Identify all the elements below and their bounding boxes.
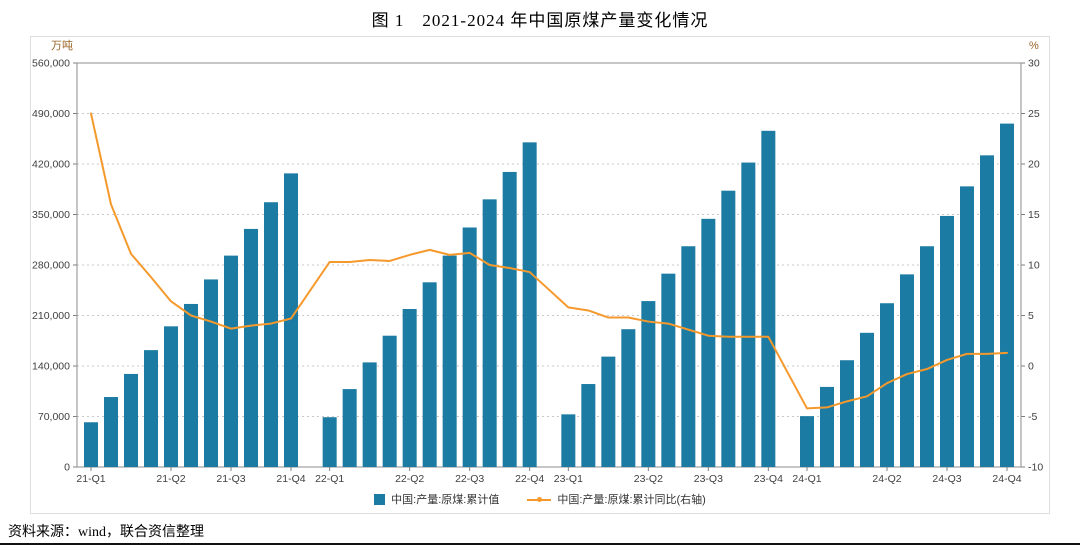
left-axis-tick-label: 350,000: [32, 209, 70, 221]
left-axis-tick-label: 140,000: [32, 361, 70, 373]
x-axis-tick-label: 24-Q4: [992, 473, 1021, 485]
bar: [502, 171, 517, 467]
bar: [900, 274, 914, 467]
right-axis-tick-label: 30: [1028, 58, 1040, 70]
x-axis-tick-label: 21-Q3: [216, 473, 245, 485]
trend-line: [90, 112, 1008, 410]
bar: [840, 360, 854, 467]
line-series-label: 中国:产量:原煤:累计同比(右轴): [557, 494, 706, 506]
source-note: 资料来源：wind，联合资信整理: [8, 525, 204, 540]
legend-item-bar-series: 中国:产量:原煤:累计值: [374, 491, 499, 507]
x-axis-tick-label: 22-Q2: [395, 473, 424, 485]
x-axis-tick-label: 22-Q1: [315, 473, 344, 485]
right-axis-tick-label: -10: [1028, 462, 1043, 474]
x-axis-tick-label: 21-Q1: [76, 473, 105, 485]
bottom-divider: [0, 543, 1080, 545]
bar: [1000, 123, 1014, 467]
x-axis-tick-label: 24-Q1: [792, 473, 821, 485]
bar: [264, 202, 278, 467]
bar: [561, 414, 576, 467]
bar: [184, 303, 198, 467]
bar: [800, 416, 814, 467]
bar: [522, 142, 537, 467]
bar: [641, 301, 656, 467]
bar: [820, 386, 834, 467]
bar: [204, 279, 218, 467]
left-axis-tick-label: 420,000: [32, 159, 70, 171]
bar: [124, 373, 138, 467]
bar: [402, 309, 417, 467]
x-axis-tick-label: 21-Q2: [156, 473, 185, 485]
bar: [164, 326, 178, 467]
x-axis-tick-label: 23-Q1: [554, 473, 583, 485]
coal-production-chart: 0 -10 70,000 -5 140,000 0 210,000 5 280,000 10 350…: [30, 36, 1050, 514]
bar: [860, 332, 874, 467]
right-axis-tick-label: 10: [1028, 260, 1040, 272]
bar: [701, 218, 716, 467]
x-axis-tick-label: 23-Q4: [754, 473, 783, 485]
x-axis-tick-label: 23-Q3: [694, 473, 723, 485]
bar: [661, 273, 676, 467]
bar: [681, 246, 696, 467]
bar: [940, 215, 954, 467]
bar: [382, 335, 397, 467]
right-axis-tick-label: 15: [1028, 209, 1040, 221]
bar: [960, 186, 974, 467]
x-axis-tick-label: 24-Q2: [872, 473, 901, 485]
left-axis-tick-label: 490,000: [32, 108, 70, 120]
bar: [920, 246, 934, 467]
x-axis-tick-label: 21-Q4: [276, 473, 305, 485]
bar: [322, 417, 337, 467]
right-axis-tick-label: -5: [1028, 411, 1037, 423]
x-axis-tick-label: 24-Q3: [932, 473, 961, 485]
line-swatch-marker: [537, 496, 543, 502]
bar: [880, 303, 894, 467]
left-axis-tick-label: 70,000: [38, 411, 70, 423]
right-axis-tick-label: 5: [1028, 310, 1034, 322]
bar: [104, 397, 118, 467]
bar: [362, 362, 377, 467]
chart-legend: 中国:产量:原煤:累计值 中国:产量:原煤:累计同比(右轴): [31, 491, 1049, 507]
right-axis-tick-label: 25: [1028, 108, 1040, 120]
x-axis-tick-label: 23-Q2: [634, 473, 663, 485]
x-axis-tick-label: 22-Q4: [515, 473, 544, 485]
line-series-swatch: [527, 495, 552, 504]
x-axis-tick-label: 22-Q3: [455, 473, 484, 485]
legend-item-line-series: 中国:产量:原煤:累计同比(右轴): [527, 491, 706, 507]
left-axis-tick-label: 210,000: [32, 310, 70, 322]
bar: [144, 350, 158, 467]
right-axis-tick-label: 20: [1028, 159, 1040, 171]
bar: [621, 329, 636, 467]
bar-series-label: 中国:产量:原煤:累计值: [391, 494, 500, 506]
bar: [224, 255, 238, 467]
bar: [721, 190, 736, 467]
bar: [761, 130, 776, 468]
figure-title: 图 1 2021-2024 年中国原煤产量变化情况: [371, 11, 709, 30]
bar: [284, 173, 298, 467]
bar: [482, 199, 497, 467]
bar: [581, 384, 596, 467]
bar: [244, 228, 258, 467]
bar: [342, 389, 357, 467]
chart-canvas: 0 -10 70,000 -5 140,000 0 210,000 5 280,000 10 350…: [32, 39, 1043, 485]
left-axis-tick-label: 0: [64, 462, 70, 474]
bar: [442, 255, 457, 467]
left-axis-tick-label: 280,000: [32, 260, 70, 272]
bar: [84, 422, 98, 467]
bar-series-swatch: [374, 493, 386, 505]
bar: [462, 227, 477, 467]
right-axis-tick-label: 0: [1028, 361, 1034, 373]
bar: [422, 282, 437, 467]
bar: [980, 155, 994, 467]
bar: [741, 162, 756, 468]
left-axis-unit: 万吨: [51, 39, 73, 52]
plot-border: [76, 62, 1022, 468]
bar: [601, 356, 616, 467]
left-axis-tick-label: 560,000: [32, 58, 70, 70]
right-axis-unit: %: [1029, 40, 1039, 52]
